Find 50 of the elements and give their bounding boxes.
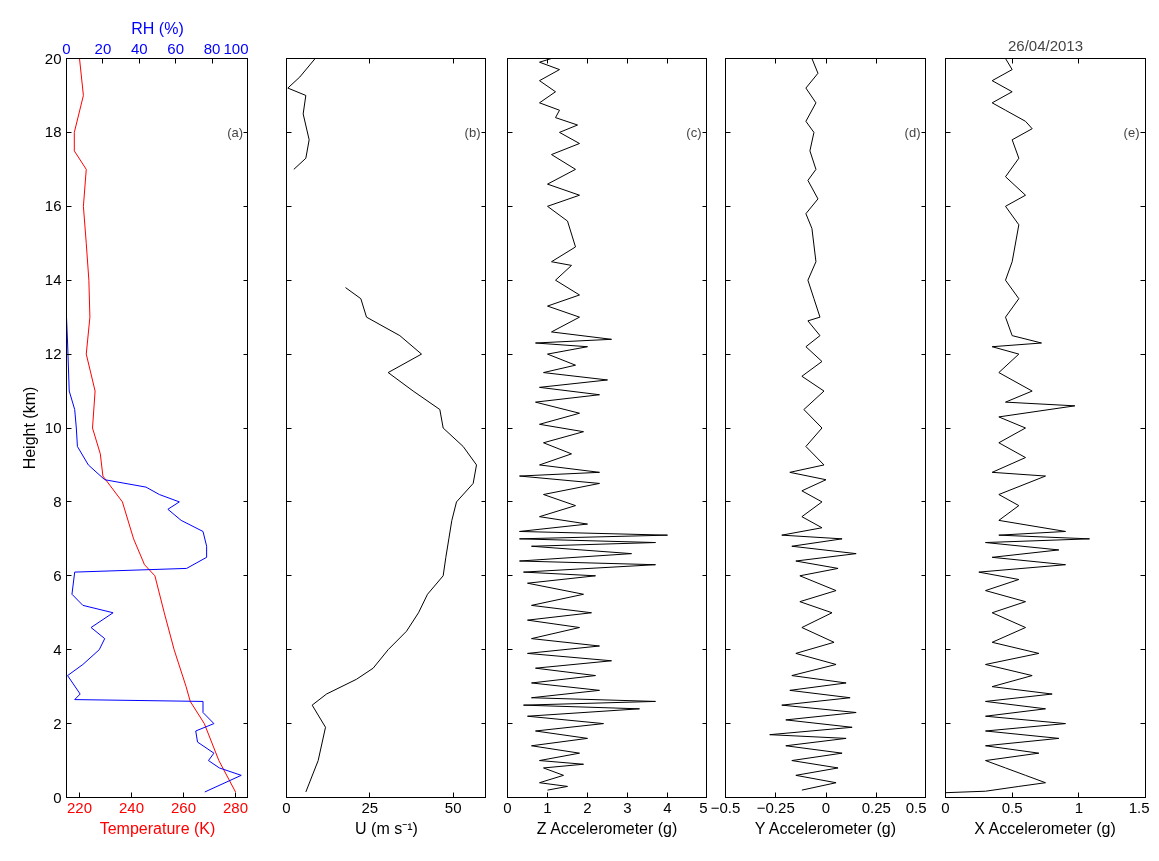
x-tick-label: 3 bbox=[623, 798, 632, 816]
x-tick-label: 4 bbox=[663, 798, 672, 816]
x2-tick-label: 20 bbox=[94, 39, 112, 57]
x-tick-label: −0.25 bbox=[756, 798, 795, 816]
x-tick-label: −0.5 bbox=[710, 798, 741, 816]
x2-axis-title: RH (%) bbox=[131, 19, 184, 37]
x-tick-label: 2 bbox=[583, 798, 592, 816]
y-tick-label: 8 bbox=[53, 492, 62, 510]
x-tick-label: 220 bbox=[66, 798, 93, 816]
x2-tick-label: 60 bbox=[167, 39, 185, 57]
x-axis-title: Temperature (K) bbox=[99, 819, 216, 837]
x-tick-label: 0 bbox=[503, 798, 512, 816]
x-tick-label: 1.5 bbox=[1128, 798, 1150, 816]
x-tick-label: 0.25 bbox=[861, 798, 891, 816]
x-axis-title: X Accelerometer (g) bbox=[974, 819, 1116, 837]
x2-tick-label: 80 bbox=[203, 39, 221, 57]
annotation: (d) bbox=[904, 124, 921, 140]
x-tick-label: 260 bbox=[170, 798, 197, 816]
x-tick-label: 0.5 bbox=[905, 798, 927, 816]
y-tick-label: 14 bbox=[44, 271, 62, 289]
x-tick-label: 280 bbox=[222, 798, 249, 816]
y-tick-label: 16 bbox=[44, 197, 62, 215]
x-tick-label: 0.5 bbox=[1001, 798, 1023, 816]
y-tick-label: 12 bbox=[44, 345, 62, 363]
y-tick-label: 4 bbox=[53, 640, 62, 658]
y-tick-label: 6 bbox=[53, 566, 62, 584]
x-axis-title: U (m s⁻¹) bbox=[355, 819, 418, 837]
annotation: (e) bbox=[1123, 124, 1140, 140]
x-tick-label: 0 bbox=[282, 798, 291, 816]
chart-title: 26/04/2013 bbox=[1007, 36, 1084, 54]
y-tick-label: 10 bbox=[44, 419, 62, 436]
x-tick-label: 50 bbox=[444, 798, 462, 816]
y-axis-title: Height (km) bbox=[20, 386, 38, 470]
annotation: (b) bbox=[464, 124, 481, 140]
x-axis-title: Y Accelerometer (g) bbox=[754, 819, 896, 837]
y-tick-label: 18 bbox=[44, 123, 62, 141]
y-tick-label: 2 bbox=[53, 714, 62, 732]
x-axis-title: Z Accelerometer (g) bbox=[536, 819, 678, 837]
x-tick-label: 1 bbox=[1074, 798, 1084, 816]
x2-tick-label: 100 bbox=[223, 39, 249, 57]
x-tick-label: 0 bbox=[821, 798, 831, 816]
x2-tick-label: 40 bbox=[130, 39, 148, 57]
x-tick-label: 5 bbox=[699, 798, 708, 816]
x-tick-label: 1 bbox=[543, 798, 552, 816]
x-tick-label: 0 bbox=[941, 798, 950, 816]
y-tick-label: 20 bbox=[44, 49, 62, 67]
x-tick-label: 240 bbox=[118, 798, 145, 816]
annotation: (a) bbox=[227, 124, 244, 140]
x-tick-label: 25 bbox=[361, 798, 379, 816]
annotation: (c) bbox=[686, 124, 702, 140]
